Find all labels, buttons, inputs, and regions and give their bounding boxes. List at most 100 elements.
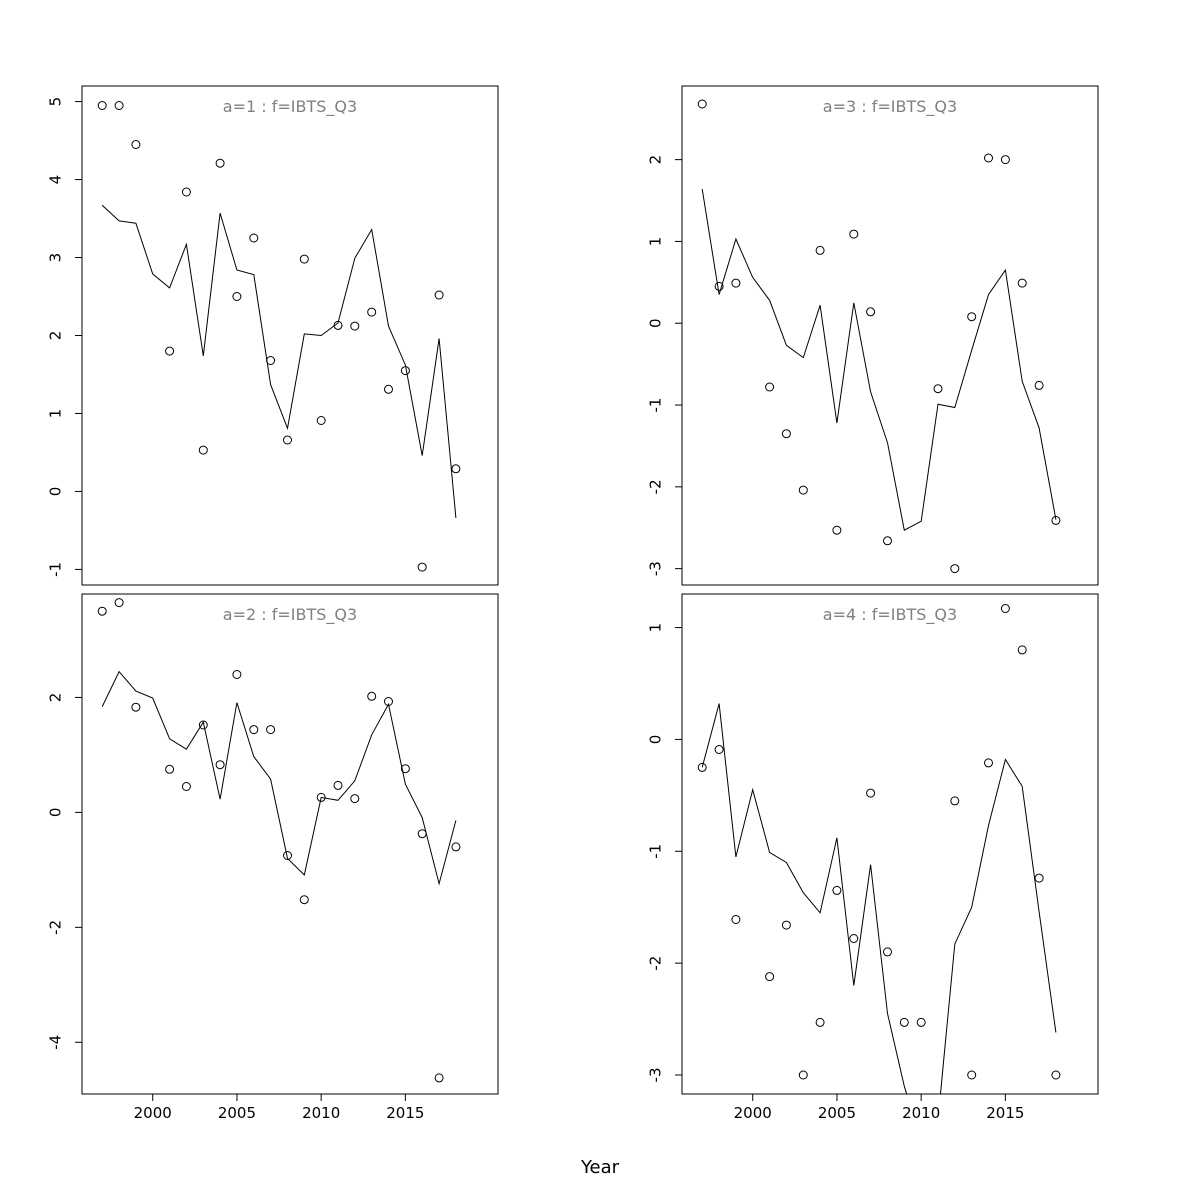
x-tick-label: 2010 [902, 1104, 940, 1122]
data-point [400, 764, 410, 774]
x-tick-label: 2005 [218, 1104, 256, 1122]
data-point [384, 384, 393, 394]
y-tick-label: 3 [47, 253, 65, 263]
data-point [215, 760, 225, 770]
data-point [114, 598, 124, 608]
fitted-line [701, 703, 1057, 1094]
series-group [697, 99, 1061, 574]
data-point [316, 416, 326, 425]
data-point [165, 346, 175, 356]
x-tick-label: 2015 [986, 1104, 1024, 1122]
data-point [350, 321, 360, 331]
data-point [451, 842, 461, 852]
data-point [798, 485, 808, 495]
data-point [232, 292, 242, 301]
x-tick-label: 2015 [386, 1104, 424, 1122]
data-point [765, 382, 775, 392]
data-point [333, 780, 343, 790]
data-point [1034, 873, 1044, 883]
data-point [916, 1017, 926, 1027]
y-tick-label: -2 [47, 920, 65, 935]
data-point [350, 794, 360, 804]
data-point [697, 99, 707, 109]
fitted-line [101, 670, 457, 886]
data-point [765, 972, 775, 982]
data-point [1000, 155, 1010, 165]
data-point [1051, 515, 1061, 525]
data-point [1000, 604, 1010, 613]
data-point [731, 915, 741, 924]
data-point [866, 307, 876, 317]
data-point [731, 278, 741, 288]
data-point [299, 254, 309, 264]
x-axis-label: Year [580, 1157, 620, 1178]
data-point [1051, 1070, 1061, 1080]
data-point [181, 782, 191, 791]
data-point [815, 1017, 825, 1027]
x-tick-label: 2005 [818, 1104, 856, 1122]
data-point [417, 562, 427, 572]
y-tick-label: 2 [47, 693, 65, 703]
data-point [249, 233, 259, 243]
data-point [815, 245, 825, 255]
data-point [781, 429, 791, 439]
data-point [97, 101, 107, 110]
y-tick-label: 0 [647, 735, 665, 745]
data-point [283, 851, 292, 860]
panel-title: a=1 : f=IBTS_Q3 [223, 97, 357, 117]
data-point [417, 829, 427, 839]
y-tick-label: 1 [47, 409, 65, 419]
data-point [283, 435, 292, 445]
data-point [215, 158, 225, 168]
plot-frame [681, 85, 1099, 586]
data-point [198, 445, 208, 455]
data-point [984, 758, 993, 768]
data-point [781, 920, 791, 930]
y-tick-label: -1 [647, 844, 665, 859]
data-point [434, 1073, 444, 1083]
data-point [131, 140, 141, 149]
plot-frame [681, 593, 1099, 1095]
data-point [1034, 380, 1044, 390]
data-point [798, 1070, 808, 1080]
data-point [266, 725, 276, 735]
data-point [367, 691, 377, 701]
data-point [697, 762, 707, 772]
data-point [984, 153, 993, 163]
panel-title: a=4 : f=IBTS_Q3 [823, 605, 957, 625]
panel-4: a=4 : f=IBTS_Q3 -3 -2 -1 0 1 2000 2005 2010 2015 [647, 593, 1099, 1122]
y-tick-label: -3 [647, 561, 665, 576]
series-group [697, 604, 1061, 1094]
data-point [832, 525, 842, 535]
panel-2: a=3 : f=IBTS_Q3 -3 -2 -1 0 1 2 [647, 85, 1099, 586]
panel-3: a=2 : f=IBTS_Q3 -4 -2 0 2 2000 2005 2010 2015 [47, 593, 499, 1122]
y-tick-label: 4 [47, 175, 65, 185]
data-point [198, 720, 208, 730]
data-point [249, 725, 259, 735]
data-point [832, 885, 842, 895]
data-point [849, 934, 859, 943]
x-tick-label: 2000 [134, 1104, 172, 1122]
data-point [97, 606, 107, 616]
data-point [131, 702, 141, 712]
y-tick-label: -1 [647, 398, 665, 413]
y-tick-label: 5 [47, 97, 65, 107]
panel-1: a=1 : f=IBTS_Q3 -1 0 1 2 3 4 5 [47, 85, 499, 586]
data-point [434, 290, 444, 300]
data-point [950, 796, 960, 806]
data-point [165, 764, 175, 774]
x-tick-label: 2000 [734, 1104, 772, 1122]
data-point [451, 464, 461, 474]
plot-frame [81, 593, 499, 1095]
y-tick-label: 0 [47, 487, 65, 497]
data-point [714, 745, 724, 754]
y-tick-label: -1 [47, 562, 65, 577]
panel-title: a=2 : f=IBTS_Q3 [223, 605, 357, 625]
y-tick-label: 1 [647, 623, 665, 633]
data-point [899, 1017, 909, 1027]
y-tick-label: -2 [647, 479, 665, 494]
panel-title: a=3 : f=IBTS_Q3 [823, 97, 957, 117]
y-tick-label: 1 [647, 237, 665, 247]
fitted-line [101, 204, 457, 518]
data-point [933, 384, 943, 394]
